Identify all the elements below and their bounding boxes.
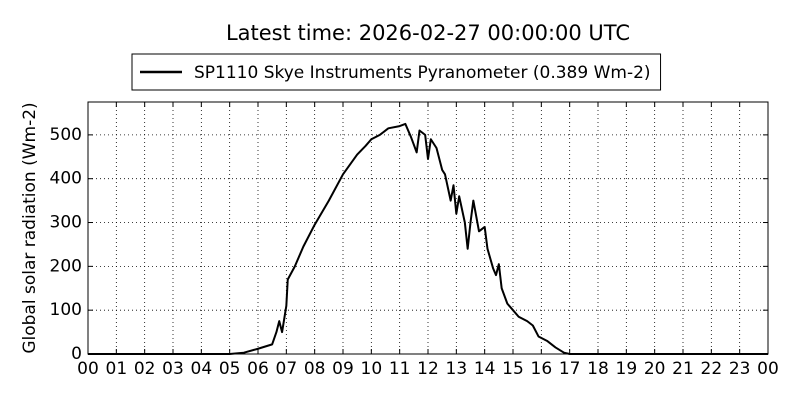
x-tick-label: 08 bbox=[304, 359, 326, 379]
x-tick-label: 05 bbox=[219, 359, 241, 379]
x-tick-label: 16 bbox=[531, 359, 553, 379]
y-tick-label: 0 bbox=[71, 344, 82, 364]
x-tick-label: 22 bbox=[701, 359, 723, 379]
x-tick-label: 00 bbox=[757, 359, 779, 379]
y-tick-label: 400 bbox=[50, 169, 82, 189]
legend-label: SP1110 Skye Instruments Pyranometer (0.3… bbox=[194, 63, 651, 83]
legend-box bbox=[131, 53, 662, 91]
x-tick-label: 04 bbox=[191, 359, 213, 379]
data-line bbox=[88, 122, 768, 355]
x-tick-label: 07 bbox=[276, 359, 298, 379]
x-tick-label: 23 bbox=[729, 359, 751, 379]
x-tick-label: 14 bbox=[474, 359, 496, 379]
x-tick-label: 00 bbox=[77, 359, 99, 379]
x-tick-label: 09 bbox=[332, 359, 354, 379]
x-tick-label: 02 bbox=[134, 359, 156, 379]
chart-title: Latest time: 2026-02-27 00:00:00 UTC bbox=[226, 21, 630, 45]
x-tick-label: 12 bbox=[417, 359, 439, 379]
y-tick-label: 500 bbox=[50, 125, 82, 145]
y-axis-label: Global solar radiation (Wm-2) bbox=[20, 102, 40, 353]
y-tick-label: 100 bbox=[50, 300, 82, 320]
y-tick-label: 300 bbox=[50, 213, 82, 233]
x-tick-label: 18 bbox=[587, 359, 609, 379]
x-tick-label: 06 bbox=[247, 359, 269, 379]
x-tick-label: 19 bbox=[616, 359, 638, 379]
x-tick-label: 20 bbox=[644, 359, 666, 379]
x-tick-label: 03 bbox=[162, 359, 184, 379]
x-tick-label: 11 bbox=[389, 359, 411, 379]
x-tick-label: 15 bbox=[502, 359, 524, 379]
x-tick-label: 13 bbox=[446, 359, 468, 379]
x-tick-label: 21 bbox=[672, 359, 694, 379]
x-tick-label: 17 bbox=[559, 359, 581, 379]
y-tick-label: 200 bbox=[50, 256, 82, 276]
plot-frame bbox=[87, 101, 769, 355]
x-tick-label: 01 bbox=[106, 359, 128, 379]
x-tick-label: 10 bbox=[361, 359, 383, 379]
